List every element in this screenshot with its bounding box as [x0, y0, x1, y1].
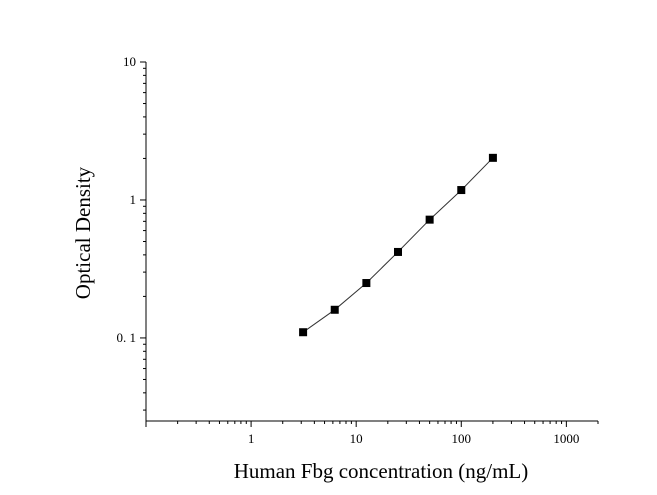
- x-tick-label: 100: [452, 431, 472, 446]
- x-axis: 1 10 100 1000: [145, 420, 599, 446]
- x-tick-label: 10: [350, 431, 363, 446]
- data-points: [299, 153, 497, 337]
- y-tick-label: 1: [130, 192, 137, 207]
- data-point: [394, 247, 403, 256]
- y-tick-label: 0. 1: [117, 330, 137, 345]
- data-point: [457, 186, 466, 195]
- x-tick-label: 1000: [553, 431, 579, 446]
- x-tick-label: 1: [248, 431, 255, 446]
- data-point: [330, 305, 339, 314]
- y-axis: 0. 1 1 10: [117, 54, 147, 421]
- data-point: [299, 328, 308, 337]
- y-axis-title: Optical Density: [71, 166, 95, 299]
- x-axis-title: Human Fbg concentration (ng/mL): [234, 459, 529, 483]
- data-point: [488, 153, 497, 162]
- data-point: [362, 279, 371, 288]
- data-point: [425, 215, 434, 224]
- y-tick-label: 10: [123, 54, 136, 69]
